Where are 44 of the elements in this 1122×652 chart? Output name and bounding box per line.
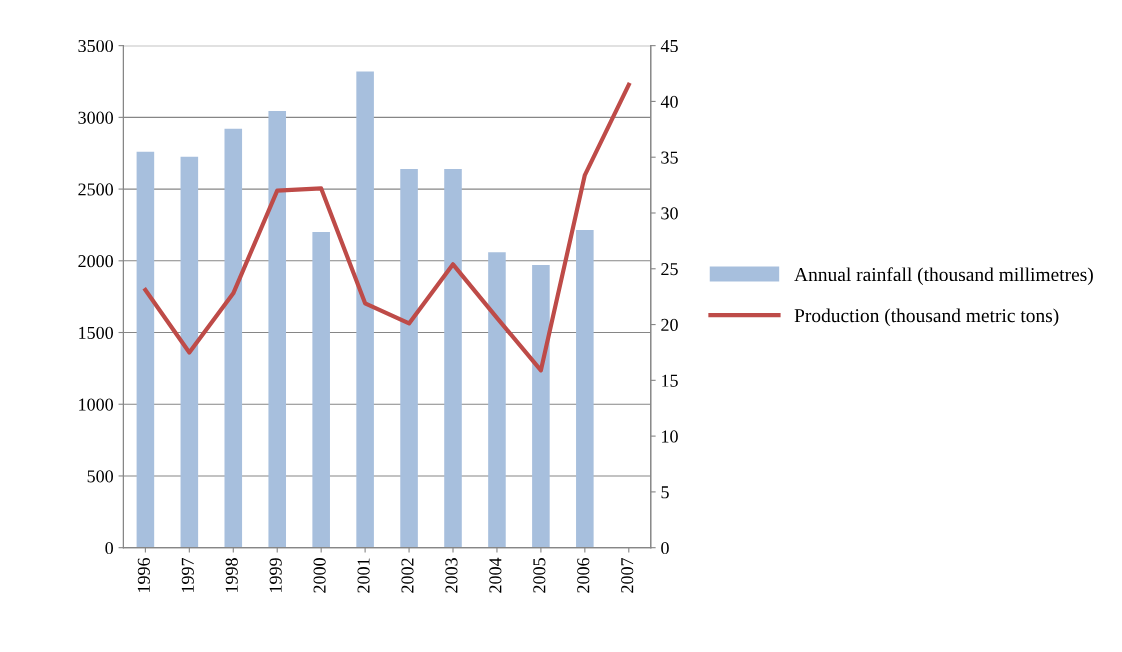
y2-tick-label: 0: [661, 541, 669, 555]
y-tick-label: 2500: [78, 183, 114, 196]
y-tick-label: 3000: [78, 111, 114, 124]
y2-tick-label: 5: [661, 486, 669, 499]
bar: [356, 71, 374, 548]
x-tick-label: 1996: [137, 557, 150, 592]
x-tick-label: 1998: [225, 558, 238, 592]
x-tick-label: 2001: [357, 558, 370, 593]
y2-tick-label: 25: [661, 263, 678, 276]
y2-tick-label: 15: [662, 374, 678, 387]
y-tick-label: 1500: [79, 326, 114, 339]
bar: [444, 169, 462, 548]
bar: [312, 232, 330, 548]
x-tick-label: 2004: [489, 557, 502, 593]
y2-tick-label: 40: [660, 95, 678, 108]
legend-label: Production (thousand metric tons): [794, 308, 1059, 327]
legend-label: Annual rainfall (thousand millimetres): [794, 267, 1093, 286]
y-tick-label: 1000: [79, 398, 114, 411]
y-tick-label: 3500: [78, 39, 114, 53]
x-tick-label: 1997: [181, 557, 194, 592]
x-tick-label: 2007: [621, 557, 634, 593]
x-tick-label: 2003: [445, 558, 458, 593]
y2-tick-label: 10: [662, 430, 678, 443]
bar: [224, 128, 243, 548]
y2-tick-label: 30: [661, 207, 678, 220]
y-tick-label: 500: [87, 470, 114, 483]
x-tick-label: 2000: [313, 558, 326, 593]
bar: [532, 265, 550, 548]
bar: [180, 156, 199, 548]
y2-tick-label: 45: [660, 40, 678, 53]
bar: [268, 110, 287, 548]
bar: [400, 169, 418, 548]
y2-tick-label: 20: [661, 318, 678, 331]
bar: [488, 252, 506, 548]
line-series: [143, 82, 631, 373]
y-tick-label: 0: [105, 541, 114, 555]
y2-tick-label: 35: [661, 151, 678, 164]
bar: [576, 229, 594, 548]
x-tick-label: 2005: [533, 558, 546, 593]
bar: [136, 151, 155, 548]
y-tick-label: 2000: [78, 255, 114, 268]
x-tick-label: 1999: [269, 558, 282, 592]
x-tick-label: 2002: [401, 558, 414, 593]
x-tick-label: 2006: [577, 557, 590, 593]
